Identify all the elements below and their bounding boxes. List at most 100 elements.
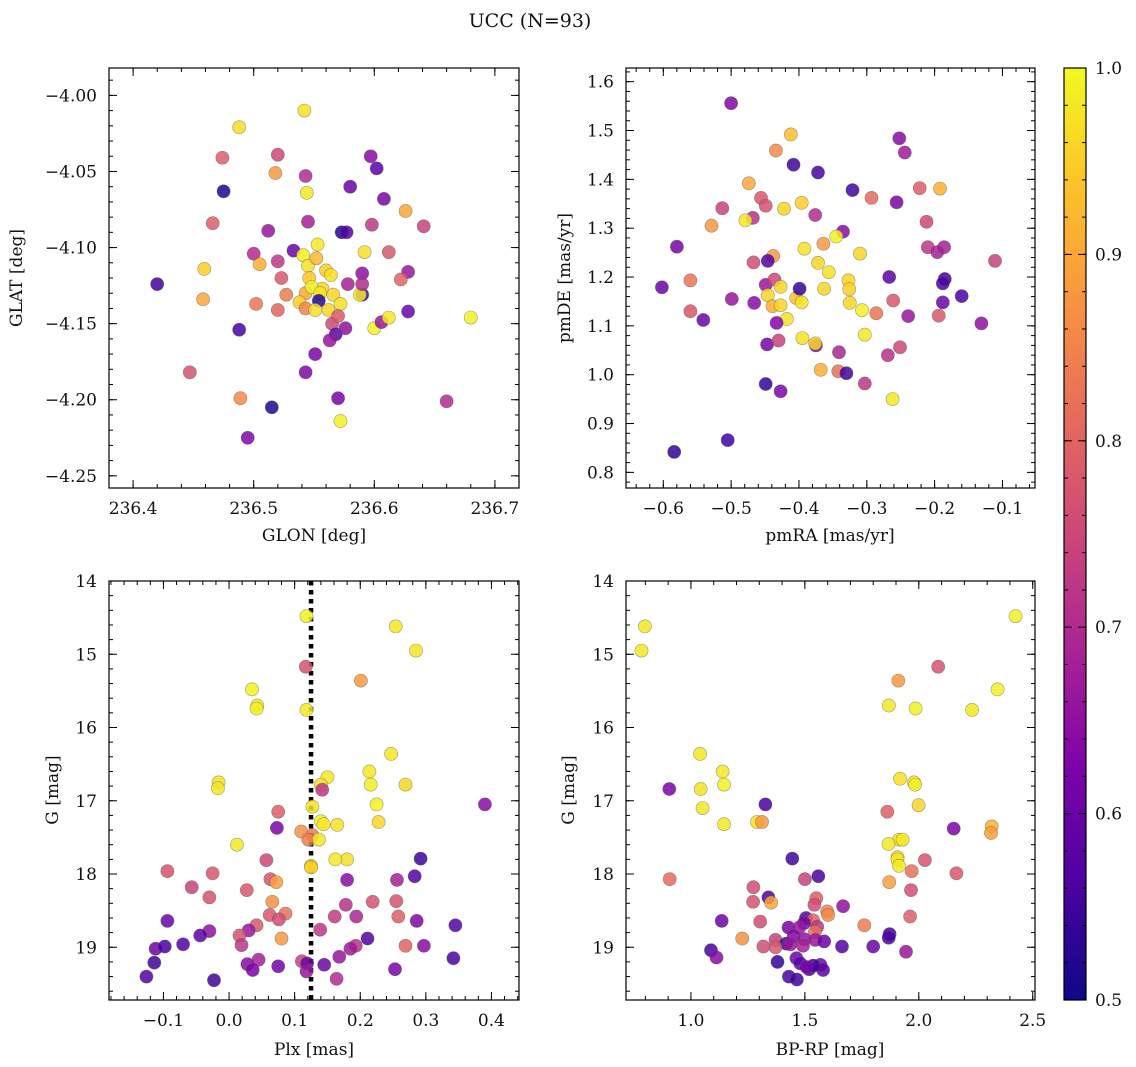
data-point: [853, 246, 867, 261]
data-point: [892, 131, 907, 146]
data-point: [882, 270, 897, 284]
y-tick-label: 1.5: [587, 122, 614, 142]
data-point: [477, 797, 492, 812]
data-point: [353, 673, 368, 688]
data-point: [362, 764, 377, 779]
data-point: [662, 782, 677, 796]
data-point: [811, 869, 826, 884]
x-tick-label: 236.7: [471, 499, 520, 519]
data-point: [798, 872, 812, 886]
data-point: [903, 909, 917, 924]
data-point: [308, 347, 323, 361]
data-point: [338, 321, 353, 336]
data-point: [333, 296, 348, 311]
axis-ticks: [109, 580, 519, 1000]
data-point: [330, 818, 345, 832]
y-tick-label: 14: [592, 572, 614, 592]
data-point: [760, 337, 774, 352]
x-tick-label: −0.6: [643, 499, 684, 519]
x-tick-label: 236.4: [109, 499, 158, 519]
y-tick-label: 18: [75, 865, 97, 885]
data-point: [376, 191, 391, 206]
x-tick-label: −0.1: [982, 499, 1023, 519]
data-point: [339, 225, 354, 240]
data-point: [210, 781, 225, 796]
data-point: [215, 150, 230, 165]
data-point: [323, 268, 338, 282]
x-tick-label: 2.0: [905, 1011, 932, 1031]
data-point: [933, 181, 947, 196]
data-point: [741, 176, 756, 191]
x-tick-label: 2.5: [1019, 1011, 1046, 1031]
data-point: [196, 292, 210, 307]
data-point: [313, 922, 328, 937]
figure-title: UCC (N=93): [469, 10, 592, 32]
data-point: [446, 951, 461, 966]
data-point: [720, 433, 735, 447]
data-point: [807, 897, 822, 912]
y-tick-label: −4.25: [45, 467, 97, 487]
data-point: [634, 643, 649, 658]
data-point: [329, 971, 344, 986]
x-tick-label: 0.1: [281, 1011, 308, 1031]
data-point: [758, 198, 773, 213]
colorbar-tick-label: 0.8: [1095, 432, 1122, 452]
data-point: [783, 127, 798, 142]
y-tick-label: 19: [75, 938, 97, 958]
data-point: [912, 181, 927, 195]
x-axis-label: GLON [deg]: [262, 526, 366, 546]
data-point: [327, 909, 342, 924]
data-point: [783, 937, 798, 952]
data-point: [880, 804, 895, 819]
data-point: [322, 333, 337, 348]
data-point: [270, 147, 285, 162]
data-point: [881, 837, 896, 851]
data-point: [205, 866, 220, 881]
data-point: [842, 282, 857, 297]
data-point: [715, 201, 730, 216]
data-point: [391, 909, 406, 924]
y-axis-label: GLAT [deg]: [7, 229, 27, 327]
axis-ticks: [626, 68, 1035, 488]
data-point: [139, 969, 154, 984]
data-point: [265, 894, 280, 909]
y-tick-label: 1.0: [587, 366, 614, 386]
data-point: [316, 817, 331, 832]
y-tick-label: 18: [592, 865, 614, 885]
axis-ticks: [626, 580, 1035, 1000]
data-point: [667, 444, 682, 459]
data-point: [309, 251, 324, 266]
data-point: [704, 218, 719, 233]
data-point: [746, 880, 761, 895]
data-point: [207, 973, 221, 988]
data-point: [795, 331, 810, 345]
y-tick-label: 16: [592, 719, 614, 739]
data-point: [842, 295, 857, 310]
data-point: [270, 303, 285, 317]
data-point: [331, 391, 345, 406]
data-point: [897, 145, 912, 160]
scatter-points: [150, 103, 478, 445]
data-point: [829, 229, 844, 244]
data-point: [249, 296, 263, 311]
y-tick-label: 1.4: [587, 170, 614, 190]
data-point: [845, 183, 860, 197]
data-point: [869, 306, 884, 321]
axes-frame: [625, 67, 1036, 489]
data-point: [935, 295, 950, 310]
data-point: [786, 157, 801, 172]
data-point: [315, 782, 330, 797]
data-point: [760, 253, 775, 268]
data-point: [304, 860, 318, 875]
data-point: [990, 682, 1005, 697]
data-point: [683, 304, 698, 319]
data-point: [340, 277, 355, 291]
data-point: [881, 930, 896, 945]
data-point: [381, 310, 396, 325]
data-point: [416, 938, 431, 953]
data-point: [768, 940, 783, 955]
colorbar-tick-label: 0.6: [1095, 805, 1122, 825]
data-point: [796, 938, 810, 953]
x-tick-label: −0.3: [846, 499, 887, 519]
x-tick-label: 1.0: [677, 1011, 704, 1031]
